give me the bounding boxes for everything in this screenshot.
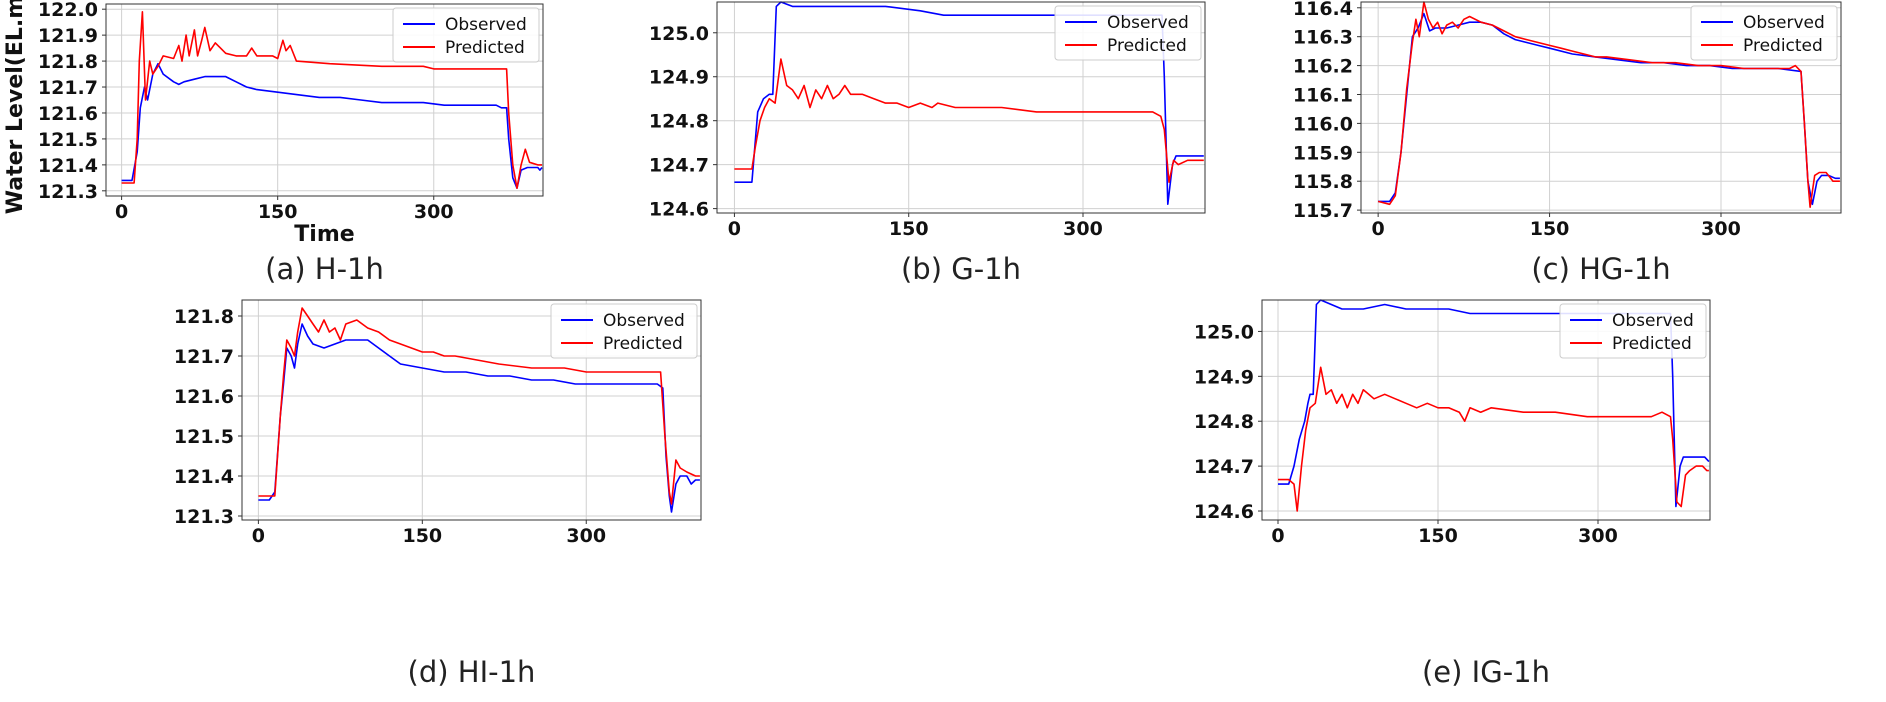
caption-d: (d) HI-1h bbox=[407, 655, 536, 689]
xtick-label-e-0: 0 bbox=[1271, 525, 1284, 547]
ytick-label-e-1: 124.7 bbox=[1194, 456, 1254, 478]
ytick-label-d-0: 121.3 bbox=[174, 506, 234, 528]
xtick-label-b-1: 150 bbox=[889, 218, 929, 240]
ytick-label-e-3: 124.9 bbox=[1194, 366, 1254, 388]
chart-panel-c: 115.7 115.8 115.9 116.0 116.1 116.2 116.3 116.4… bbox=[1220, 0, 1886, 250]
chart-panel-b: 124.6 124.7 124.8 124.9 125.0 0 150 300 Observed… bbox=[560, 0, 1220, 250]
ytick-label-d-3: 121.6 bbox=[174, 386, 234, 408]
series-line-b-predicted bbox=[734, 58, 1204, 183]
ytick-label-c-0: 115.7 bbox=[1293, 200, 1353, 222]
ytick-label-c-7: 116.4 bbox=[1293, 0, 1353, 20]
series-line-c-predicted bbox=[1377, 1, 1840, 208]
series-line-d-predicted bbox=[258, 307, 700, 505]
legend-box-c bbox=[1690, 5, 1838, 61]
ytick-label-b-0: 124.6 bbox=[649, 199, 709, 221]
xtick-label-a-2: 300 bbox=[414, 201, 454, 223]
legend-box-b bbox=[1054, 5, 1202, 61]
ytick-label-c-3: 116.0 bbox=[1293, 113, 1353, 135]
ytick-label-b-4: 125.0 bbox=[649, 23, 709, 45]
series-line-e-predicted bbox=[1278, 366, 1709, 512]
legend-label-a-0: Observed bbox=[445, 15, 527, 35]
chart-panel-d: 121.3 121.4 121.5 121.6 121.7 121.8 0 150 300 Obs… bbox=[0, 290, 720, 560]
legend-label-a-1: Predicted bbox=[445, 38, 525, 58]
chart-c: 115.7 115.8 115.9 116.0 116.1 116.2 116.3 116.4… bbox=[1293, 0, 1842, 240]
ytick-label-e-2: 124.8 bbox=[1194, 411, 1254, 433]
plot-frame-c bbox=[1360, 1, 1842, 214]
ytick-label-e-4: 125.0 bbox=[1194, 321, 1254, 343]
legend-box-e bbox=[1559, 303, 1707, 359]
ytick-label-c-5: 116.2 bbox=[1293, 56, 1353, 78]
ytick-label-c-6: 116.3 bbox=[1293, 27, 1353, 49]
caption-b: (b) G-1h bbox=[900, 252, 1022, 286]
x-axis-title-a: Time bbox=[294, 222, 354, 247]
legend-label-c-0: Observed bbox=[1743, 13, 1825, 33]
chart-panel-e: 124.6 124.7 124.8 124.9 125.0 0 150 300 Observed… bbox=[1090, 290, 1730, 560]
chart-a: 121.3 121.4 121.5 121.6 121.7 121.8 121.9 122.0… bbox=[3, 0, 544, 247]
chart-e: 124.6 124.7 124.8 124.9 125.0 0 150 300 Observed… bbox=[1194, 299, 1711, 547]
xtick-label-d-1: 150 bbox=[402, 525, 442, 547]
caption-a: (a) H-1h bbox=[265, 252, 384, 286]
series-line-d-observed bbox=[258, 323, 700, 513]
ytick-label-c-4: 116.1 bbox=[1293, 84, 1353, 106]
ytick-label-a-3: 121.6 bbox=[38, 103, 98, 125]
legend-box-a bbox=[392, 7, 540, 63]
legend-label-d-1: Predicted bbox=[603, 334, 683, 354]
chart-panel-a: 121.3 121.4 121.5 121.6 121.7 121.8 121.9 122.0… bbox=[0, 0, 560, 250]
caption-c: (c) HG-1h bbox=[1531, 252, 1671, 286]
xtick-label-c-0: 0 bbox=[1372, 218, 1385, 240]
plot-frame-b bbox=[716, 1, 1206, 214]
ytick-label-a-1: 121.4 bbox=[38, 155, 98, 177]
plot-frame-d bbox=[241, 299, 702, 521]
ytick-label-a-0: 121.3 bbox=[38, 181, 98, 203]
ytick-label-a-4: 121.7 bbox=[38, 77, 98, 99]
legend-label-e-1: Predicted bbox=[1612, 334, 1692, 354]
ytick-label-a-2: 121.5 bbox=[38, 129, 98, 151]
xtick-label-a-0: 0 bbox=[115, 201, 128, 223]
xtick-label-e-2: 300 bbox=[1578, 525, 1618, 547]
legend-label-e-0: Observed bbox=[1612, 311, 1694, 331]
legend-label-b-1: Predicted bbox=[1107, 36, 1187, 56]
legend-box-d bbox=[550, 303, 698, 359]
ytick-label-b-2: 124.8 bbox=[649, 111, 709, 133]
xtick-label-e-1: 150 bbox=[1418, 525, 1458, 547]
ytick-label-d-2: 121.5 bbox=[174, 426, 234, 448]
series-line-b-observed bbox=[734, 1, 1204, 205]
ytick-label-c-1: 115.8 bbox=[1293, 171, 1353, 193]
chart-b: 124.6 124.7 124.8 124.9 125.0 0 150 300 Observed… bbox=[649, 1, 1206, 240]
ytick-label-d-5: 121.8 bbox=[174, 306, 234, 328]
xtick-label-b-0: 0 bbox=[728, 218, 741, 240]
xtick-label-d-2: 300 bbox=[566, 525, 606, 547]
xtick-label-c-1: 150 bbox=[1530, 218, 1570, 240]
series-line-a-observed bbox=[121, 62, 543, 189]
ytick-label-a-7: 122.0 bbox=[38, 0, 98, 21]
chart-d: 121.3 121.4 121.5 121.6 121.7 121.8 0 150 300 Obs… bbox=[174, 299, 702, 547]
ytick-label-c-2: 115.9 bbox=[1293, 142, 1353, 164]
xtick-label-c-2: 300 bbox=[1701, 218, 1741, 240]
plot-frame-a bbox=[105, 3, 544, 197]
legend-label-d-0: Observed bbox=[603, 311, 685, 331]
ytick-label-d-1: 121.4 bbox=[174, 466, 234, 488]
y-axis-title-a: Water Level(EL.m) bbox=[3, 0, 28, 214]
xtick-label-d-0: 0 bbox=[252, 525, 265, 547]
xtick-label-a-1: 150 bbox=[258, 201, 298, 223]
series-line-e-observed bbox=[1278, 299, 1710, 508]
ytick-label-a-6: 121.9 bbox=[38, 25, 98, 47]
ytick-label-d-4: 121.7 bbox=[174, 346, 234, 368]
ytick-label-b-3: 124.9 bbox=[649, 67, 709, 89]
ytick-label-a-5: 121.8 bbox=[38, 51, 98, 73]
ytick-label-b-1: 124.7 bbox=[649, 155, 709, 177]
series-line-a-predicted bbox=[121, 11, 542, 189]
xtick-label-b-2: 300 bbox=[1063, 218, 1103, 240]
legend-label-b-0: Observed bbox=[1107, 13, 1189, 33]
ytick-label-e-0: 124.6 bbox=[1194, 501, 1254, 523]
legend-label-c-1: Predicted bbox=[1743, 36, 1823, 56]
caption-e: (e) IG-1h bbox=[1421, 655, 1550, 689]
plot-frame-e bbox=[1261, 299, 1711, 521]
